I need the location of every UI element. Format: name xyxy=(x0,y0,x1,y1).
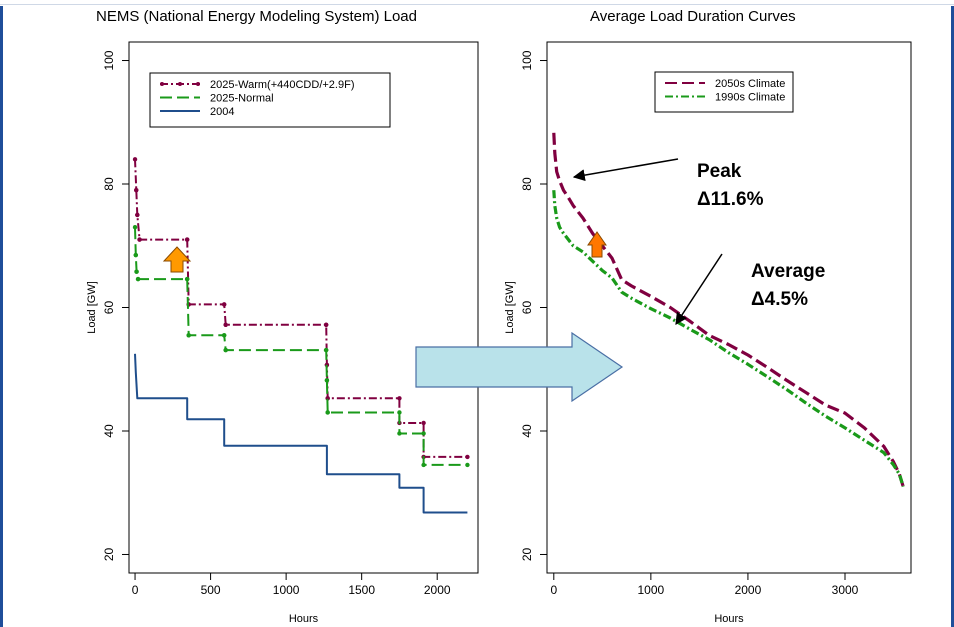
right-series-line-0 xyxy=(552,132,905,488)
left-x-tick-label: 1500 xyxy=(348,583,375,597)
left-x-tick-label: 1000 xyxy=(273,583,300,597)
right-x-tick-label: 0 xyxy=(550,583,557,597)
left-series-point xyxy=(421,420,426,426)
left-y-axis-label: Load [GW] xyxy=(86,281,98,334)
frame-right-border xyxy=(951,6,954,627)
left-legend-label: 2025-Warm(+440CDD/+2.9F) xyxy=(210,79,354,91)
left-series-point xyxy=(324,378,330,383)
average-value: Δ4.5% xyxy=(751,289,808,310)
frame-left-border xyxy=(0,6,3,627)
frame-top-rule xyxy=(0,4,954,5)
average-annotation-arrow xyxy=(675,253,723,326)
right-chart-title: Average Load Duration Curves xyxy=(590,8,796,25)
left-series-point xyxy=(132,157,138,162)
left-series-point xyxy=(465,462,470,468)
left-plot: 0 500 1000 1500 2000 20 40 60 80 100 Hours Load [GW… xyxy=(86,41,479,625)
left-series-point xyxy=(221,333,227,338)
left-x-tick-label: 500 xyxy=(201,583,221,597)
right-y-tick-label: 60 xyxy=(520,301,534,315)
right-plot: 0 1000 2000 3000 20 40 60 80 100 Hours Load [GW] 20… xyxy=(504,41,912,625)
left-series-point xyxy=(465,454,470,460)
left-series-point xyxy=(421,431,426,436)
left-series-point xyxy=(323,347,329,353)
right-x-tick-label: 2000 xyxy=(735,583,762,597)
left-up-arrow xyxy=(162,246,192,273)
right-y-tick-label: 40 xyxy=(520,424,534,438)
right-y-tick-label: 20 xyxy=(520,547,534,561)
left-legend-swatch-point xyxy=(178,82,182,86)
right-y-tick-label: 80 xyxy=(520,177,534,191)
left-series-point xyxy=(221,302,227,307)
left-x-axis-label: Hours xyxy=(289,613,319,625)
left-series-point xyxy=(133,252,138,258)
left-series-point xyxy=(397,396,402,401)
left-series-point xyxy=(323,322,329,327)
left-series-point xyxy=(421,462,426,468)
left-series-line-2 xyxy=(134,353,468,514)
left-series-point xyxy=(186,333,191,338)
peak-label: Peak xyxy=(697,161,742,182)
left-series-point xyxy=(137,237,142,242)
right-x-tick-label: 1000 xyxy=(638,583,665,597)
left-series-point xyxy=(135,276,141,282)
right-y-tick-label: 100 xyxy=(520,50,534,70)
left-series-point xyxy=(184,276,190,282)
left-series-point xyxy=(325,410,330,415)
left-legend-label: 2025-Normal xyxy=(210,93,274,105)
left-series-point xyxy=(134,187,139,193)
left-y-tick-label: 80 xyxy=(102,177,116,191)
right-x-tick-label: 3000 xyxy=(832,583,859,597)
left-legend-box xyxy=(149,72,391,128)
right-x-axis-label: Hours xyxy=(714,613,744,625)
left-series-point xyxy=(184,237,190,242)
right-legend-label: 2050s Climate xyxy=(715,78,785,90)
right-legend-label: 1990s Climate xyxy=(715,92,785,104)
left-series-point xyxy=(397,410,402,415)
right-up-arrow xyxy=(587,231,607,258)
average-label: Average xyxy=(751,261,825,282)
right-legend-box xyxy=(654,71,794,113)
left-y-tick-label: 40 xyxy=(102,424,116,438)
right-plot-frame xyxy=(546,41,912,574)
left-legend-label: 2004 xyxy=(210,106,234,118)
left-series-point xyxy=(135,212,140,218)
left-x-tick-label: 2000 xyxy=(424,583,451,597)
transition-arrow xyxy=(415,331,624,403)
left-legend-swatch-point xyxy=(160,82,164,86)
left-y-tick-label: 60 xyxy=(102,301,116,315)
left-y-tick-label: 100 xyxy=(102,50,116,70)
left-legend-swatch-point xyxy=(196,82,200,86)
right-series-line-1 xyxy=(552,190,905,488)
left-chart-title: NEMS (National Energy Modeling System) L… xyxy=(96,8,417,25)
right-y-axis-label: Load [GW] xyxy=(504,281,516,334)
peak-annotation-arrow xyxy=(572,158,679,182)
left-series-point xyxy=(132,225,138,230)
left-series-line-1 xyxy=(134,227,468,466)
left-series-point xyxy=(223,347,228,353)
peak-value: Δ11.6% xyxy=(697,189,764,210)
left-series-point xyxy=(223,322,228,327)
left-series-point xyxy=(397,431,402,436)
left-series-point xyxy=(134,269,139,274)
left-x-tick-label: 0 xyxy=(132,583,139,597)
left-y-tick-label: 20 xyxy=(102,547,116,561)
left-series-line-0 xyxy=(134,159,468,458)
